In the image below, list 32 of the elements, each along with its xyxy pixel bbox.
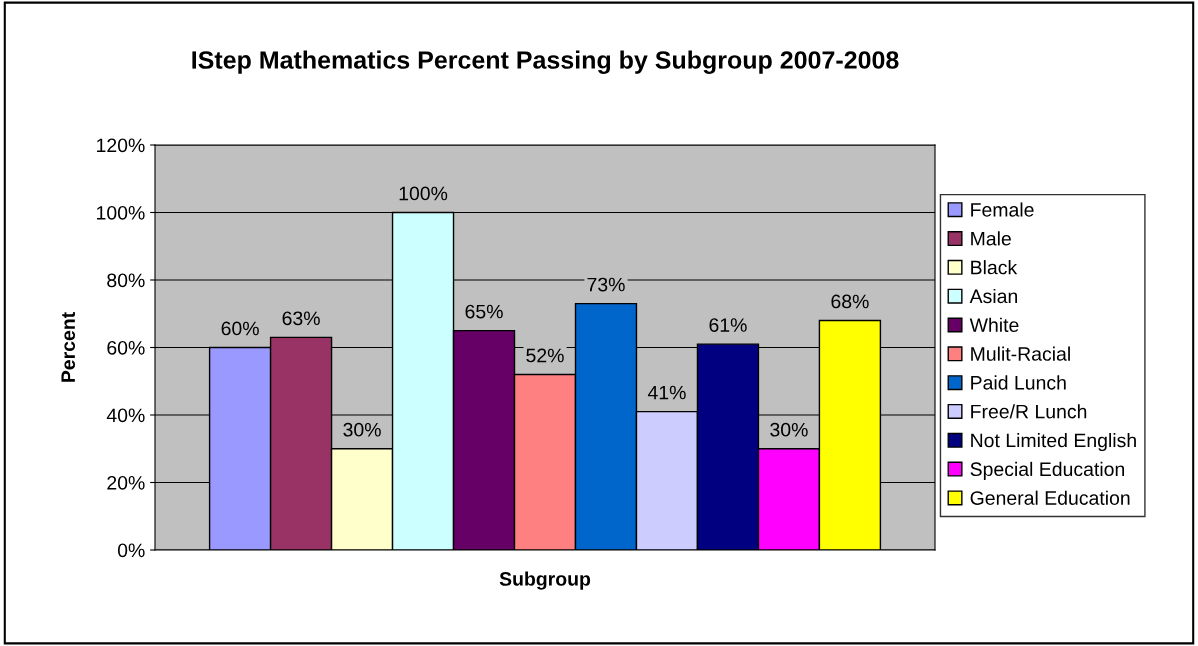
data-label: 60% [221, 321, 259, 336]
data-label: 68% [831, 294, 869, 309]
data-label: 52% [526, 348, 564, 363]
data-label: 73% [587, 277, 625, 292]
y-tick-label: 120% [97, 138, 145, 153]
y-tick-label: 40% [106, 408, 145, 423]
legend-label: Not Limited English [971, 433, 1136, 452]
legend-label: Male [971, 231, 1011, 246]
y-axis-title: Percent [61, 312, 76, 382]
legend-label: White [969, 317, 1019, 332]
data-label: 61% [709, 318, 747, 332]
y-tick-label: 20% [107, 475, 145, 490]
data-label: 41% [647, 385, 686, 400]
data-label: 65% [465, 304, 503, 319]
legend-label: Free/R Lunch [971, 404, 1087, 419]
legend-label: Asian [969, 288, 1017, 304]
legend-label: Female [971, 202, 1034, 217]
y-tick-label: 0% [117, 543, 145, 558]
x-axis-title: Subgroup [499, 571, 591, 590]
legend-label: Paid Lunch [971, 375, 1066, 390]
y-tick-label: 100% [97, 205, 145, 220]
data-label: 30% [343, 422, 381, 437]
y-tick-label: 80% [107, 273, 145, 288]
data-label: 100% [399, 186, 448, 201]
legend-label: General Education [970, 490, 1130, 505]
data-label: 30% [770, 422, 808, 437]
legend-label: Special Education [970, 461, 1125, 480]
legend-label: Mulit-Racial [971, 346, 1070, 361]
data-label: 63% [282, 311, 320, 326]
legend-label: Black [971, 260, 1018, 275]
chart-title: IStep Mathematics Percent Passing by Subgroup 2007-2008 [192, 50, 899, 74]
y-tick-label: 60% [107, 340, 145, 355]
